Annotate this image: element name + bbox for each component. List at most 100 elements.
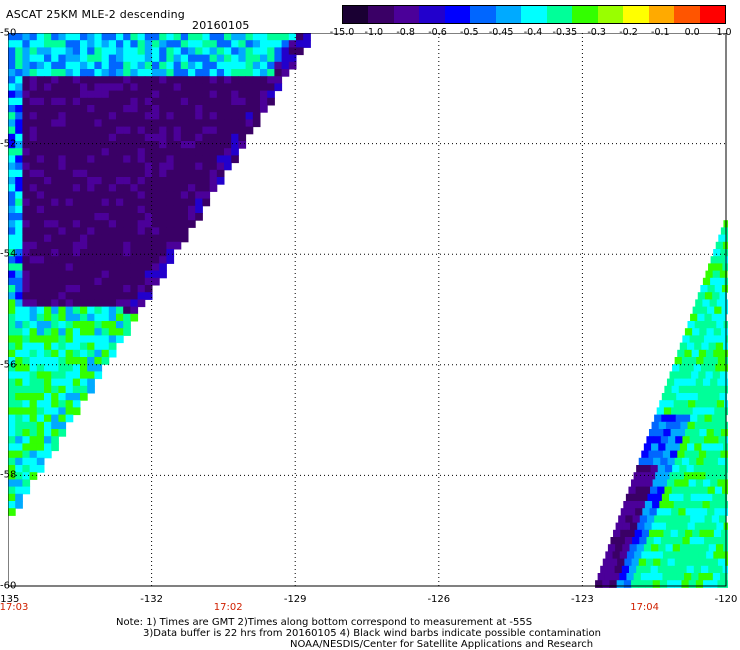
wind-cell: [123, 299, 131, 308]
wind-cell: [224, 76, 232, 84]
wind-cell: [690, 313, 698, 322]
wind-cell: [637, 522, 645, 531]
wind-cell: [137, 112, 146, 120]
wind-cell: [15, 162, 23, 171]
wind-cell: [29, 61, 38, 70]
colorbar-segment: [444, 6, 471, 23]
wind-cell: [44, 400, 52, 408]
wind-cell: [654, 493, 663, 502]
wind-cell: [216, 133, 225, 142]
wind-cell: [101, 47, 110, 56]
wind-cell: [108, 33, 117, 41]
wind-cell: [72, 407, 81, 416]
wind-cell: [80, 76, 88, 84]
wind-cell: [188, 155, 196, 164]
wind-cell: [116, 270, 124, 279]
wind-cell: [123, 54, 131, 63]
wind-cell: [180, 61, 189, 70]
wind-cell: [44, 213, 52, 221]
wind-cell: [180, 205, 189, 214]
wind-cell: [80, 335, 88, 344]
wind-cell: [260, 90, 268, 99]
wind-cell: [58, 61, 67, 70]
wind-cell: [692, 306, 701, 315]
wind-cell: [635, 508, 643, 516]
wind-cell: [51, 40, 59, 48]
wind-cell: [108, 306, 117, 315]
wind-cell: [29, 69, 38, 77]
wind-cell: [640, 472, 649, 480]
wind-cell: [80, 33, 88, 41]
wind-cell: [8, 479, 16, 488]
wind-cell: [166, 54, 175, 63]
wind-cell: [209, 54, 218, 63]
wind-cell: [629, 544, 638, 552]
wind-cell: [144, 241, 153, 250]
wind-cell: [51, 69, 59, 77]
wind-cell: [101, 241, 110, 250]
wind-cell: [8, 493, 16, 502]
wind-cell: [58, 234, 67, 243]
wind-cell: [65, 162, 74, 171]
wind-cell: [676, 493, 684, 502]
wind-cell: [697, 393, 706, 401]
wind-cell: [663, 508, 672, 516]
wind-cell: [260, 47, 268, 56]
wind-cell: [680, 400, 689, 408]
wind-cell: [29, 234, 38, 243]
wind-cell: [94, 335, 103, 344]
date-label: 20160105: [192, 19, 250, 32]
wind-cell: [8, 436, 16, 444]
wind-cell: [224, 83, 232, 92]
wind-cell: [624, 558, 633, 567]
wind-cell: [720, 551, 728, 560]
wind-cell: [8, 191, 16, 200]
wind-cell: [108, 213, 117, 221]
wind-cell: [188, 148, 196, 156]
wind-cell: [130, 191, 139, 200]
wind-cell: [717, 558, 726, 567]
wind-cell: [144, 256, 153, 264]
wind-cell: [8, 112, 16, 120]
wind-cell: [8, 220, 16, 228]
wind-cell: [72, 76, 81, 84]
wind-cell: [29, 321, 38, 329]
wind-cell: [130, 205, 139, 214]
wind-cell: [44, 421, 52, 430]
wind-cell: [116, 148, 124, 156]
wind-cell: [672, 364, 680, 372]
wind-cell: [8, 241, 16, 250]
wind-cell: [720, 349, 728, 358]
wind-cell: [707, 407, 715, 416]
wind-cell: [645, 479, 654, 488]
wind-cell: [108, 321, 117, 329]
wind-cell: [108, 263, 117, 272]
wind-cell: [645, 457, 654, 466]
wind-cell: [159, 133, 167, 142]
wind-cell: [137, 33, 146, 41]
wind-cell: [137, 198, 146, 207]
wind-cell: [159, 241, 167, 250]
wind-cell: [58, 277, 67, 286]
wind-cell: [130, 277, 139, 286]
wind-cell: [36, 328, 45, 336]
wind-cell: [58, 357, 67, 365]
wind-cell: [152, 112, 160, 120]
wind-cell: [15, 378, 23, 387]
wind-cell: [51, 54, 59, 63]
wind-cell: [638, 457, 647, 466]
wind-cell: [8, 270, 16, 279]
wind-cell: [44, 277, 52, 286]
wind-cell: [22, 450, 31, 459]
wind-cell: [80, 112, 88, 120]
wind-cell: [36, 184, 45, 192]
wind-cell: [80, 364, 88, 372]
wind-cell: [288, 47, 297, 56]
wind-cell: [721, 385, 728, 394]
wind-cell: [22, 234, 31, 243]
wind-cell: [701, 342, 710, 351]
wind-cell: [267, 97, 275, 106]
wind-cell: [260, 40, 268, 48]
wind-cell: [696, 335, 705, 344]
